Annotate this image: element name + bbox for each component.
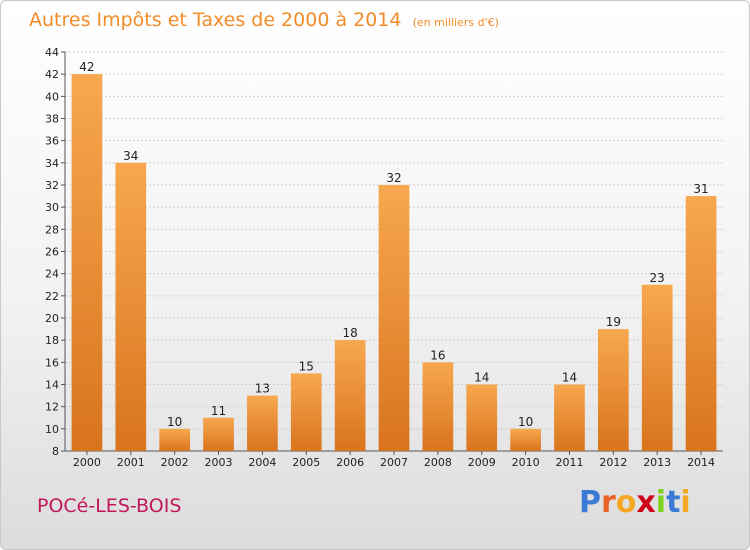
data-label: 11	[211, 404, 226, 418]
y-tick-label: 44	[45, 46, 59, 59]
data-label: 19	[606, 315, 621, 329]
data-label: 42	[79, 60, 94, 74]
y-tick-label: 20	[45, 312, 59, 325]
logo-letter: P	[579, 485, 601, 520]
bar-2007[interactable]	[378, 185, 410, 451]
x-tick-label: 2006	[336, 456, 364, 469]
chart-subtitle: (en milliers d'€)	[412, 16, 499, 29]
data-label: 14	[474, 371, 489, 385]
x-tick-label: 2002	[161, 456, 189, 469]
data-label: 15	[299, 359, 314, 373]
data-label: 10	[167, 415, 182, 429]
logo-letter: t	[666, 485, 681, 520]
y-tick-label: 32	[45, 179, 59, 192]
bar-2013[interactable]	[641, 284, 673, 451]
y-tick-label: 36	[45, 135, 59, 148]
y-tick-label: 34	[45, 157, 59, 170]
bar-2005[interactable]	[290, 373, 322, 451]
y-tick-label: 18	[45, 334, 59, 347]
x-tick-label: 2007	[380, 456, 408, 469]
y-tick-label: 26	[45, 246, 59, 259]
data-label: 34	[123, 149, 138, 163]
x-tick-label: 2013	[643, 456, 671, 469]
proxiti-logo[interactable]: Proxiti	[579, 485, 691, 520]
data-label: 10	[518, 415, 533, 429]
bar-2001[interactable]	[115, 162, 147, 452]
y-tick-label: 28	[45, 223, 59, 236]
x-tick-label: 2005	[292, 456, 320, 469]
x-tick-label: 2004	[248, 456, 276, 469]
logo-letter: i	[680, 485, 691, 520]
x-tick-label: 2000	[73, 456, 101, 469]
labels: 8 10 12 14 16 18 20 22 24 26 28 30 32 34 36 38 40 42 44 200…	[45, 46, 715, 469]
y-tick-label: 38	[45, 113, 59, 126]
x-tick-label: 2008	[424, 456, 452, 469]
title-row: Autres Impôts et Taxes de 2000 à 2014 (e…	[29, 9, 499, 31]
y-tick-label: 22	[45, 290, 59, 303]
chart-title: Autres Impôts et Taxes de 2000 à 2014	[29, 9, 402, 31]
y-tick-label: 42	[45, 68, 59, 81]
x-tick-label: 2010	[512, 456, 540, 469]
x-tick-label: 2012	[599, 456, 627, 469]
bar-2011[interactable]	[554, 384, 585, 452]
data-label: 14	[562, 371, 577, 385]
bar-2014[interactable]	[685, 196, 717, 451]
bar-2009[interactable]	[466, 384, 498, 452]
data-label: 18	[342, 326, 357, 340]
logo-letter: x	[636, 485, 656, 520]
x-tick-label: 2011	[555, 456, 583, 469]
x-tick-label: 2003	[205, 456, 233, 469]
x-tick-label: 2014	[687, 456, 715, 469]
logo-letter: o	[615, 485, 637, 520]
bar-2000[interactable]	[71, 74, 103, 452]
x-tick-label: 2001	[117, 456, 145, 469]
bar-2002[interactable]	[159, 428, 191, 451]
y-tick-label: 24	[45, 268, 59, 281]
data-label: 31	[693, 182, 708, 196]
logo-letter: i	[655, 485, 667, 520]
bars	[71, 74, 717, 452]
bar-2010[interactable]	[510, 428, 541, 451]
y-tick-label: 12	[45, 401, 59, 414]
x-tick-label: 2009	[468, 456, 496, 469]
bar-2012[interactable]	[597, 329, 629, 451]
data-label: 23	[650, 271, 665, 285]
data-label: 16	[430, 348, 445, 362]
logo-letter: r	[601, 485, 616, 520]
y-tick-label: 40	[45, 90, 59, 103]
bar-2008[interactable]	[422, 362, 454, 451]
bar-2004[interactable]	[247, 395, 278, 451]
data-label: 13	[255, 382, 270, 396]
y-tick-label: 8	[52, 445, 59, 458]
y-tick-label: 30	[45, 201, 59, 214]
bar-2006[interactable]	[334, 340, 366, 451]
y-tick-label: 10	[45, 423, 59, 436]
y-tick-label: 14	[45, 379, 59, 392]
bar-2003[interactable]	[203, 417, 234, 451]
commune-name: POCé-LES-BOIS	[37, 495, 182, 517]
data-label: 32	[386, 171, 401, 185]
y-tick-label: 16	[45, 356, 59, 369]
